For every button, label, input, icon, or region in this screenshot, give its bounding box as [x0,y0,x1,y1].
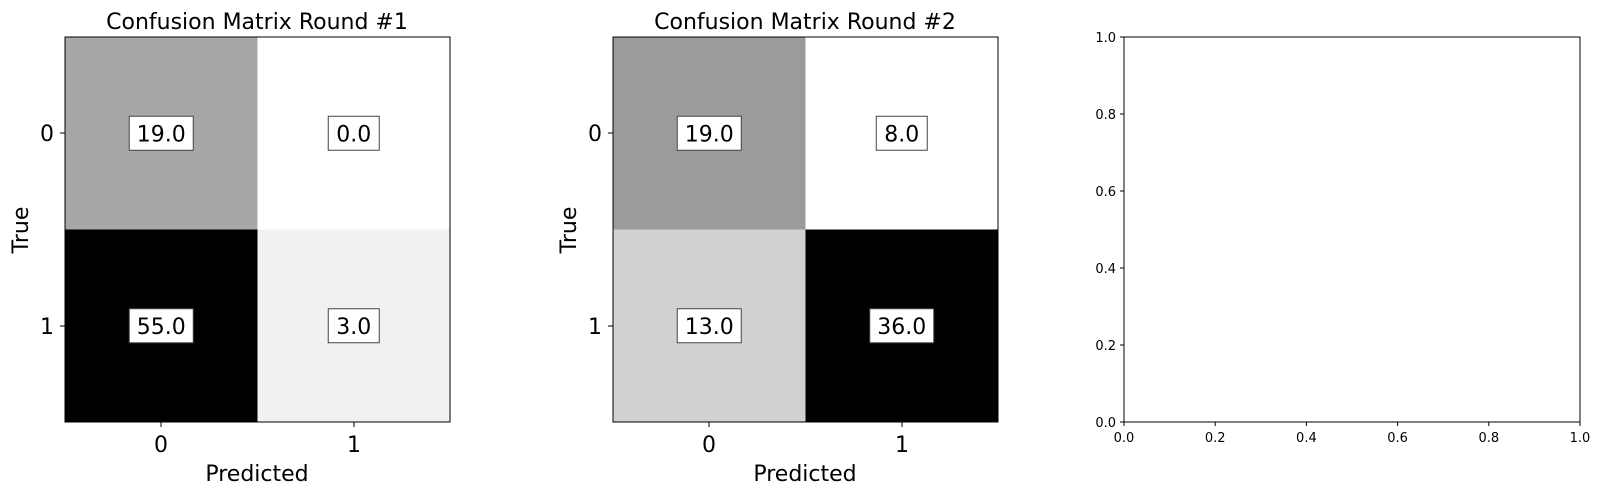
cm1-cells [65,37,450,422]
cm1-value-box-0-0 [128,115,194,151]
cm2-value-box-0-1 [875,115,928,151]
cm2-frame [612,36,999,423]
cm2-xtick-1: 1 [895,433,909,458]
empty-axes-ytick-1: 0.2 [1095,339,1116,354]
cm2-ytick-0: 0 [588,122,602,147]
empty-axes-xtick-1: 0.2 [1205,431,1226,446]
cm2-ylabel: True [557,207,582,255]
cm1-value-label-1-0: 55.0 [137,315,186,340]
cm2-value-label-0-1: 8.0 [884,122,919,147]
confusion-matrix-2: Confusion Matrix Round #2 19.0 8.0 13.0 36.… [557,10,999,487]
cm2-value-box-1-1 [869,308,935,344]
empty-axes-xtick-0: 0.0 [1114,431,1135,446]
empty-axes-yticks: 0.0 0.2 0.4 0.6 0.8 1.0 [1095,31,1124,431]
empty-axes-ytick-0: 0.0 [1095,416,1116,431]
empty-axes-xtick-5: 1.0 [1570,431,1591,446]
cm1-value-box-0-1 [327,115,380,151]
empty-axes-ytick-4: 0.8 [1095,108,1116,123]
empty-axes-frame [1123,36,1581,423]
cm2-xlabel: Predicted [753,462,856,487]
cm1-value-box-1-0 [128,308,194,344]
empty-axes-xtick-2: 0.4 [1296,431,1317,446]
cm1-ytick-0: 0 [40,122,54,147]
cm2-value-box-1-0 [676,308,742,344]
cm2-value-label-1-0: 13.0 [685,315,734,340]
cm1-title: Confusion Matrix Round #1 [106,10,408,35]
cm2-value-labels: 19.0 8.0 13.0 36.0 [676,115,935,344]
empty-axes: 0.0 0.2 0.4 0.6 0.8 1.0 0.0 0.2 0.4 0.6 0.8 1.0 [1095,31,1590,446]
cm2-value-label-1-1: 36.0 [877,315,926,340]
cm2-value-box-0-0 [676,115,742,151]
cm1-value-label-0-1: 0.0 [336,122,371,147]
cm1-value-labels: 19.0 0.0 55.0 3.0 [128,115,380,344]
cm1-value-label-1-1: 3.0 [336,315,371,340]
empty-axes-xticks: 0.0 0.2 0.4 0.6 0.8 1.0 [1114,422,1591,446]
cm1-ylabel: True [9,207,34,255]
empty-axes-ytick-5: 1.0 [1095,31,1116,46]
cm2-cells [613,37,998,422]
cm1-value-label-0-0: 19.0 [137,122,186,147]
empty-axes-ytick-2: 0.4 [1095,262,1116,277]
empty-axes-xtick-4: 0.8 [1478,431,1499,446]
cm2-title: Confusion Matrix Round #2 [654,10,956,35]
cm1-xtick-0: 0 [154,433,168,458]
confusion-matrix-1: Confusion Matrix Round #1 19.0 0.0 55.0 3.0… [9,10,451,487]
cm1-ytick-1: 1 [40,315,54,340]
empty-axes-xtick-3: 0.6 [1387,431,1408,446]
cm1-xlabel: Predicted [205,462,308,487]
cm2-value-label-0-0: 19.0 [685,122,734,147]
cm1-xtick-1: 1 [347,433,361,458]
cm2-xtick-0: 0 [702,433,716,458]
empty-axes-ytick-3: 0.6 [1095,185,1116,200]
cm2-ytick-1: 1 [588,315,602,340]
cm1-value-box-1-1 [327,308,380,344]
cm1-frame [64,36,451,423]
